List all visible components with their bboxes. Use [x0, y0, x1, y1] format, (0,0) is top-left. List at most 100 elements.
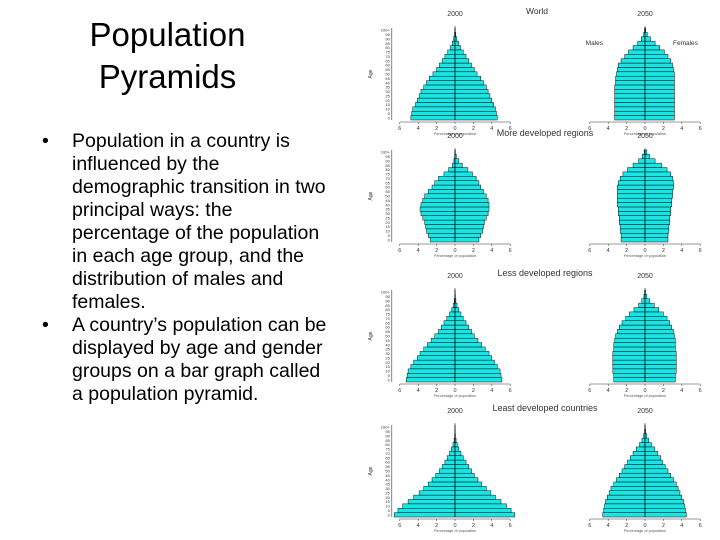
male-bar — [443, 171, 456, 177]
female-bar — [644, 359, 677, 365]
x-tick-label: 4 — [607, 523, 610, 529]
male-bar — [603, 508, 646, 513]
male-bar — [423, 486, 456, 491]
x-tick-label: 4 — [680, 248, 683, 254]
female-bar — [454, 67, 475, 73]
panel-title: Less developed regions — [497, 268, 593, 278]
male-bar — [406, 377, 456, 383]
male-bar — [439, 468, 456, 474]
female-bar — [644, 184, 674, 190]
age-tick-label: 65 — [385, 320, 390, 325]
female-bar — [644, 494, 683, 500]
male-bar — [619, 215, 646, 221]
male-bar — [614, 102, 646, 108]
age-tick-label: 0 — [388, 512, 391, 517]
female-bar — [644, 71, 675, 77]
age-tick-label: 5 — [388, 233, 391, 238]
x-tick-label: 0 — [453, 248, 456, 254]
male-bar — [419, 351, 456, 356]
female-bar — [454, 351, 490, 356]
male-bar — [629, 311, 646, 317]
x-axis-label: Percentage of population — [624, 132, 666, 136]
female-bar — [454, 316, 464, 321]
age-tick-label: 40 — [385, 80, 390, 85]
female-bar — [454, 206, 490, 212]
male-bar — [618, 62, 646, 68]
male-bar — [602, 512, 646, 518]
female-bar — [454, 302, 458, 308]
age-tick-label: 20 — [385, 495, 390, 500]
male-bar — [618, 206, 646, 212]
male-bar — [615, 80, 646, 86]
age-tick-label: 60 — [385, 325, 390, 330]
female-bar — [644, 62, 673, 68]
male-bar — [620, 58, 646, 64]
male-bar — [434, 333, 456, 339]
female-bar — [644, 167, 668, 173]
female-bar — [644, 89, 675, 94]
male-bar — [417, 355, 456, 361]
x-tick-label: 2 — [662, 248, 665, 254]
female-bar — [454, 228, 483, 234]
age-tick-label: 100+ — [381, 28, 391, 33]
x-tick-label: 0 — [453, 388, 456, 394]
x-tick-label: 6 — [699, 523, 702, 529]
age-tick-label: 60 — [385, 185, 390, 190]
female-bar — [644, 102, 675, 108]
bullet-item: • Population in a country is influenced b… — [28, 130, 328, 314]
female-bar — [454, 237, 480, 243]
age-axis-label: Age — [368, 191, 374, 200]
female-bar — [644, 75, 675, 81]
male-bar — [620, 237, 646, 243]
age-tick-label: 95 — [385, 429, 390, 434]
age-tick-label: 5 — [388, 508, 391, 513]
age-tick-label: 70 — [385, 54, 390, 59]
x-tick-label: 0 — [643, 388, 646, 394]
age-tick-label: 35 — [385, 207, 390, 212]
female-bar — [644, 472, 671, 478]
female-bar — [454, 193, 487, 199]
male-bar — [615, 75, 646, 81]
female-bar — [454, 158, 459, 164]
bullet-text: A country’s population can be displayed … — [72, 314, 327, 405]
age-tick-label: 90 — [385, 158, 390, 163]
female-bar — [454, 167, 469, 173]
male-bar — [402, 503, 456, 509]
male-bar — [614, 93, 646, 99]
x-tick-label: 4 — [490, 523, 493, 529]
age-tick-label: 80 — [385, 442, 390, 447]
female-bar — [454, 446, 460, 452]
male-bar — [605, 499, 646, 505]
age-tick-label: 40 — [385, 342, 390, 347]
male-bar — [444, 459, 456, 465]
female-bar — [454, 373, 502, 378]
x-tick-label: 2 — [435, 248, 438, 254]
female-bar — [454, 342, 482, 348]
age-tick-label: 75 — [385, 312, 390, 317]
female-bar — [644, 97, 675, 103]
male-bar — [625, 316, 646, 321]
age-tick-label: 65 — [385, 455, 390, 460]
age-tick-label: 30 — [385, 486, 390, 491]
male-bar — [451, 307, 456, 313]
female-bar — [454, 180, 480, 186]
male-bar — [618, 180, 646, 186]
male-bar — [444, 54, 456, 59]
female-bar — [644, 115, 675, 121]
male-bar — [624, 54, 646, 59]
female-bar — [454, 472, 475, 478]
x-tick-label: 4 — [680, 126, 683, 132]
female-bar — [454, 49, 464, 55]
x-tick-label: 4 — [490, 126, 493, 132]
female-bar — [454, 71, 478, 77]
x-tick-label: 2 — [435, 388, 438, 394]
age-tick-label: 80 — [385, 307, 390, 312]
male-bar — [418, 93, 456, 99]
female-bar — [454, 189, 484, 195]
age-tick-label: 50 — [385, 194, 390, 199]
x-tick-label: 6 — [699, 388, 702, 394]
female-bar — [644, 237, 669, 243]
male-bar — [435, 472, 456, 478]
female-bar — [644, 206, 671, 212]
female-bar — [454, 171, 473, 177]
